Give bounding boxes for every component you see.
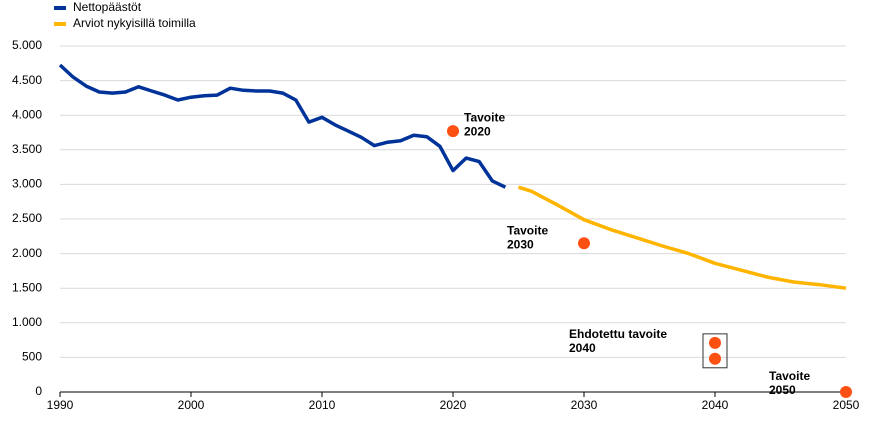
y-tick-label: 4.000 bbox=[12, 107, 42, 121]
y-tick-label: 5.000 bbox=[12, 38, 42, 52]
target-point bbox=[709, 352, 721, 365]
data-line bbox=[517, 185, 847, 290]
target-label: 2040 bbox=[569, 341, 596, 355]
x-tick-label: 2030 bbox=[571, 398, 598, 412]
x-tick-label: 2000 bbox=[178, 398, 205, 412]
x-tick-label: 2010 bbox=[309, 398, 336, 412]
target-point bbox=[709, 336, 721, 349]
target-point bbox=[840, 386, 852, 398]
target-label: Ehdotettu tavoite bbox=[569, 327, 667, 341]
y-tick-label: 3.500 bbox=[12, 142, 42, 156]
target-label: Tavoite bbox=[464, 110, 505, 124]
target-point bbox=[447, 125, 459, 138]
target-box bbox=[702, 333, 728, 369]
y-tick-label: 4.500 bbox=[12, 73, 42, 87]
y-tick-label: 2.500 bbox=[12, 211, 42, 225]
target-label: 2020 bbox=[464, 124, 491, 138]
y-tick-label: 1.000 bbox=[12, 315, 42, 329]
legend-label: Arviot nykyisillä toimilla bbox=[73, 16, 196, 30]
y-tick-label: 3.000 bbox=[12, 177, 42, 191]
target-label: 2030 bbox=[507, 237, 534, 251]
x-tick-label: 2050 bbox=[833, 398, 860, 412]
y-tick-label: 2.000 bbox=[12, 246, 42, 260]
x-tick-label: 1990 bbox=[47, 398, 74, 412]
y-tick-label: 0 bbox=[35, 384, 42, 398]
target-point bbox=[578, 237, 590, 250]
legend-label: Nettopäästöt bbox=[73, 0, 142, 14]
target-label: Tavoite bbox=[507, 223, 548, 237]
x-tick-label: 2020 bbox=[440, 398, 467, 412]
target-label: 2050 bbox=[769, 383, 796, 397]
y-tick-label: 1.500 bbox=[12, 280, 42, 294]
data-line bbox=[58, 63, 507, 189]
x-tick-label: 2040 bbox=[702, 398, 729, 412]
target-label: Tavoite bbox=[769, 369, 810, 383]
y-tick-label: 500 bbox=[22, 350, 42, 364]
